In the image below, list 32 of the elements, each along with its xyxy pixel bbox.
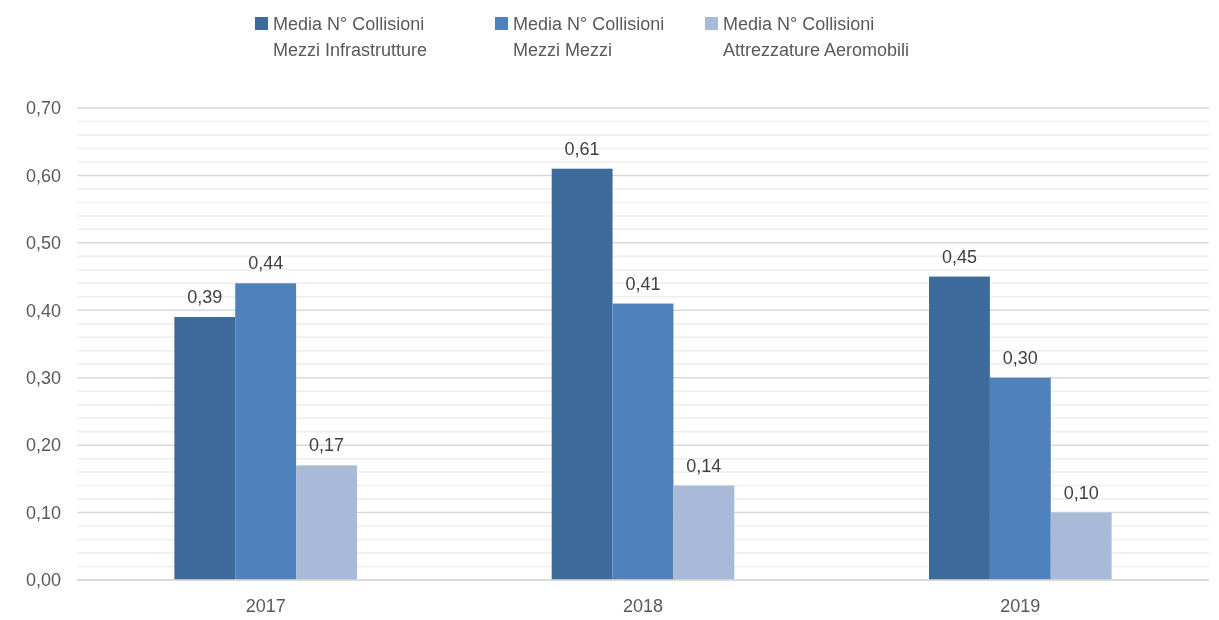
- bar: [673, 485, 735, 580]
- bar: [929, 276, 990, 580]
- bar: [296, 465, 357, 580]
- bar: [235, 283, 297, 580]
- x-tick-label: 2019: [1000, 596, 1041, 616]
- y-tick-label: 0,20: [25, 435, 61, 456]
- x-tick-label: 2018: [622, 596, 664, 616]
- y-tick-label: 0,30: [25, 368, 61, 389]
- data-label: 0,61: [564, 138, 600, 159]
- x-tick-label: 2017: [245, 596, 286, 616]
- data-label: 0,45: [941, 246, 977, 267]
- bar: [612, 303, 674, 580]
- data-label: 0,41: [625, 273, 661, 294]
- data-label: 0,39: [187, 287, 223, 308]
- legend-label: Media N° Collisioni Mezzi Infrastrutture: [273, 14, 428, 60]
- bar: [989, 377, 1051, 580]
- bar: [551, 168, 613, 580]
- bar: [174, 317, 236, 580]
- y-tick-label: 0,70: [25, 98, 61, 119]
- y-tick-label: 0,50: [25, 233, 61, 254]
- data-label: 0,14: [686, 455, 722, 476]
- bar: [1050, 512, 1112, 580]
- data-label: 0,10: [1063, 482, 1099, 503]
- y-tick-label: 0,60: [25, 165, 61, 186]
- y-tick-label: 0,10: [25, 502, 61, 523]
- legend-label: Media N° Collisioni Mezzi Mezzi: [513, 14, 665, 60]
- data-label: 0,44: [248, 253, 284, 274]
- data-label: 0,17: [309, 435, 345, 456]
- y-tick-label: 0,00: [25, 570, 61, 591]
- data-label: 0,30: [1002, 347, 1038, 368]
- y-tick-label: 0,40: [25, 300, 61, 321]
- legend-label: Media N° Collisioni Attrezzature Aeromobili: [723, 14, 910, 60]
